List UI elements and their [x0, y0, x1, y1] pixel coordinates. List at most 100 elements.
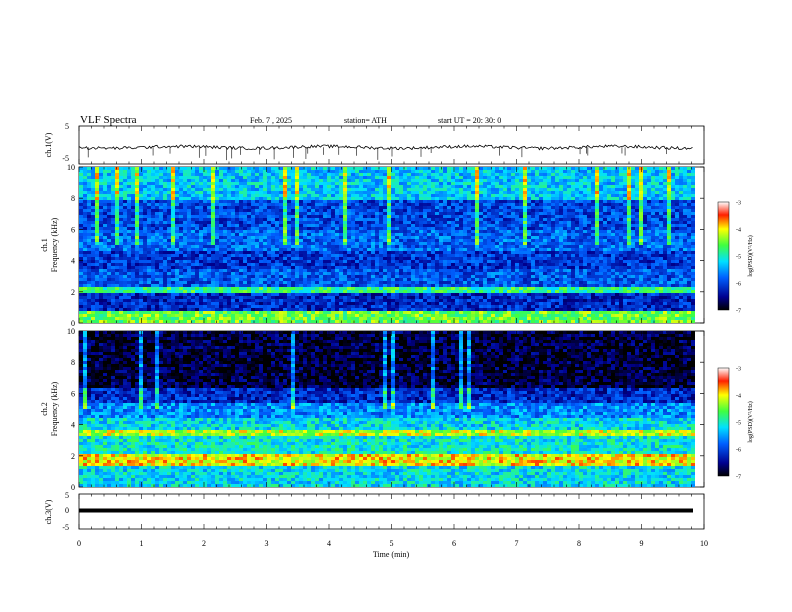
heatmap-cell — [127, 251, 131, 254]
heatmap-cell — [235, 296, 239, 299]
heatmap-cell — [111, 251, 115, 254]
heatmap-cell — [239, 239, 243, 242]
heatmap-cell — [411, 167, 415, 170]
heatmap-cell — [155, 230, 159, 233]
heatmap-cell — [203, 290, 207, 293]
heatmap-cell — [311, 212, 315, 215]
heatmap-cell — [271, 233, 275, 236]
heatmap-cell — [363, 200, 367, 203]
heatmap-cell — [343, 320, 347, 323]
heatmap-cell — [271, 221, 275, 224]
heatmap-cell — [359, 215, 363, 218]
heatmap-cell — [183, 170, 187, 173]
heatmap-cell — [143, 317, 147, 320]
heatmap-cell — [275, 311, 279, 314]
heatmap-cell — [187, 188, 191, 191]
heatmap-cell — [343, 302, 347, 305]
heatmap-cell — [231, 224, 235, 227]
heatmap-cell — [235, 167, 239, 170]
heatmap-cell — [87, 215, 91, 218]
heatmap-cell — [135, 188, 139, 191]
heatmap-cell — [359, 260, 363, 263]
heatmap-cell — [223, 224, 227, 227]
heatmap-cell — [451, 263, 455, 266]
heatmap-cell — [171, 257, 175, 260]
heatmap-cell — [151, 212, 155, 215]
heatmap-cell — [103, 293, 107, 296]
heatmap-cell — [159, 200, 163, 203]
heatmap-cell — [263, 245, 267, 248]
heatmap-cell — [151, 227, 155, 230]
heatmap-cell — [147, 197, 151, 200]
heatmap-cell — [115, 287, 119, 290]
heatmap-cell — [91, 218, 95, 221]
heatmap-cell — [251, 305, 255, 308]
heatmap-cell — [167, 299, 171, 302]
heatmap-cell — [423, 311, 427, 314]
heatmap-cell — [191, 254, 195, 257]
heatmap-cell — [323, 251, 327, 254]
heatmap-cell — [307, 173, 311, 176]
heatmap-cell — [295, 308, 299, 311]
heatmap-cell — [271, 170, 275, 173]
heatmap-cell — [139, 266, 143, 269]
heatmap-cell — [455, 311, 459, 314]
heatmap-cell — [255, 287, 259, 290]
heatmap-cell — [447, 197, 451, 200]
heatmap-cell — [155, 281, 159, 284]
heatmap-cell — [239, 167, 243, 170]
heatmap-cell — [395, 218, 399, 221]
heatmap-cell — [259, 215, 263, 218]
heatmap-cell — [191, 293, 195, 296]
heatmap-cell — [455, 191, 459, 194]
heatmap-cell — [319, 185, 323, 188]
heatmap-cell — [195, 230, 199, 233]
heatmap-cell — [79, 203, 83, 206]
heatmap-cell — [423, 233, 427, 236]
heatmap-cell — [311, 299, 315, 302]
heatmap-cell — [379, 272, 383, 275]
heatmap-cell — [155, 254, 159, 257]
heatmap-cell — [279, 227, 283, 230]
heatmap-cell — [263, 311, 267, 314]
heatmap-cell — [223, 191, 227, 194]
heatmap-cell — [427, 191, 431, 194]
heatmap-cell — [215, 248, 219, 251]
heatmap-cell — [387, 224, 391, 227]
heatmap-cell — [235, 191, 239, 194]
heatmap-cell — [371, 290, 375, 293]
heatmap-cell — [331, 218, 335, 221]
heatmap-cell — [363, 320, 367, 323]
heatmap-cell — [227, 317, 231, 320]
heatmap-cell — [343, 245, 347, 248]
heatmap-cell — [259, 218, 263, 221]
heatmap-cell — [303, 260, 307, 263]
heatmap-cell — [187, 266, 191, 269]
heatmap-cell — [251, 296, 255, 299]
heatmap-cell — [319, 299, 323, 302]
heatmap-cell — [191, 185, 195, 188]
heatmap-cell — [343, 299, 347, 302]
heatmap-cell — [155, 233, 159, 236]
heatmap-cell — [343, 230, 347, 233]
heatmap-cell — [335, 203, 339, 206]
heatmap-cell — [123, 299, 127, 302]
heatmap-cell — [311, 314, 315, 317]
heatmap-cell — [235, 302, 239, 305]
heatmap-cell — [179, 266, 183, 269]
heatmap-cell — [355, 320, 359, 323]
heatmap-cell — [275, 275, 279, 278]
heatmap-cell — [291, 314, 295, 317]
heatmap-cell — [179, 191, 183, 194]
heatmap-cell — [311, 293, 315, 296]
heatmap-cell — [443, 275, 447, 278]
heatmap-cell — [355, 242, 359, 245]
heatmap-cell — [307, 269, 311, 272]
heatmap-cell — [435, 269, 439, 272]
heatmap-cell — [231, 212, 235, 215]
heatmap-cell — [203, 254, 207, 257]
heatmap-cell — [375, 293, 379, 296]
heatmap-cell — [247, 248, 251, 251]
heatmap-cell — [199, 218, 203, 221]
heatmap-cell — [187, 245, 191, 248]
